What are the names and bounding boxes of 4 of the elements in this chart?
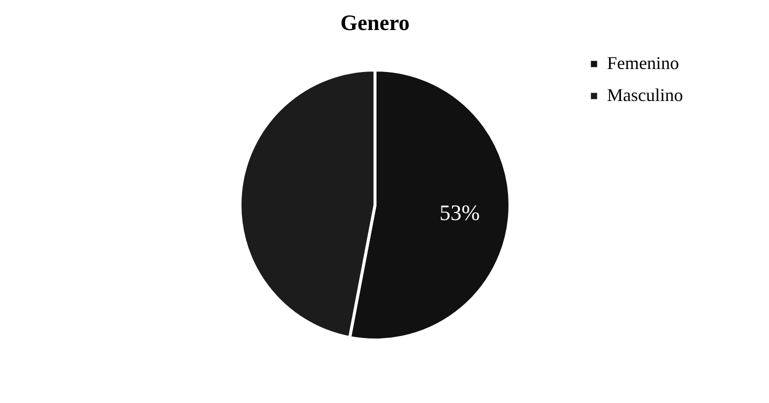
chart-title: Genero (340, 10, 410, 35)
legend-label: Femenino (607, 53, 679, 73)
legend-label: Masculino (607, 85, 683, 105)
data-label: 53% (439, 200, 480, 225)
